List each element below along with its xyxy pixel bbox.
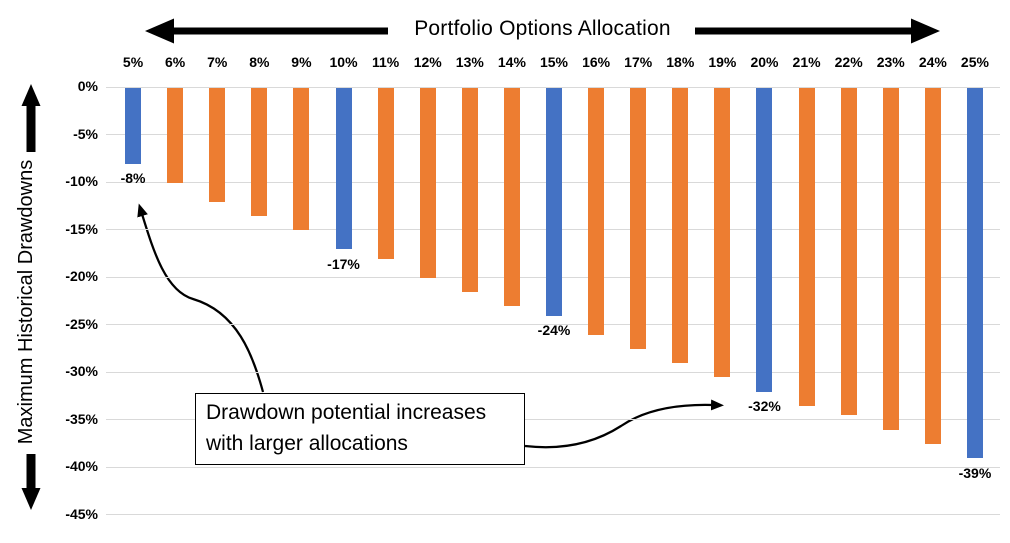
category-label-18pct: 18% — [666, 54, 695, 70]
annotation-arrow-to-32pct — [524, 399, 724, 449]
category-label-25pct: 25% — [960, 54, 989, 70]
bar-19pct — [714, 87, 731, 378]
annotation-box: Drawdown potential increases with larger… — [195, 393, 525, 465]
bar-25pct — [966, 87, 983, 458]
bar-7pct — [209, 87, 226, 202]
data-label-15pct: -24% — [537, 322, 571, 338]
gridline-minus-40pct — [106, 466, 1000, 468]
bar-12pct — [419, 87, 436, 278]
bar-18pct — [672, 87, 689, 363]
category-label-23pct: 23% — [876, 54, 905, 70]
bar-11pct — [377, 87, 394, 259]
data-label-20pct: -32% — [748, 398, 781, 414]
category-label-7pct: 7% — [207, 54, 228, 70]
category-label-13pct: 13% — [455, 54, 484, 70]
bar-17pct — [630, 87, 647, 349]
category-label-5pct: 5% — [122, 54, 144, 70]
category-label-20pct: 20% — [750, 54, 779, 70]
category-label-15pct: 15% — [539, 54, 569, 70]
title-arrow-right-icon — [695, 18, 940, 44]
title-arrow-left-icon — [145, 18, 388, 44]
category-label-10pct: 10% — [329, 54, 358, 70]
y-tick-label-minus-20pct: -20% — [65, 268, 98, 284]
data-label-25pct: -39% — [958, 464, 992, 481]
category-label-24pct: 24% — [918, 54, 947, 70]
bar-13pct — [461, 87, 478, 292]
y-tick-label-minus-40pct: -40% — [65, 458, 98, 474]
y-tick-label-0pct: 0% — [77, 78, 98, 94]
y-tick-label-minus-25pct: -25% — [65, 315, 98, 332]
gridline-minus-35pct — [106, 419, 1000, 420]
y-tick-label-minus-10pct: -10% — [65, 173, 98, 189]
annotation-line-1: Drawdown potential increases — [206, 401, 487, 424]
y-tick-label-minus-35pct: -35% — [65, 410, 98, 427]
annotation-arrow-to-8pct — [137, 203, 265, 393]
data-label-5pct: -8% — [120, 170, 146, 186]
bar-23pct — [882, 87, 899, 430]
category-label-22pct: 22% — [834, 54, 863, 70]
bar-10pct — [335, 87, 352, 249]
category-label-6pct: 6% — [165, 54, 186, 70]
bar-9pct — [293, 87, 310, 230]
bar-24pct — [924, 87, 941, 444]
bar-8pct — [251, 87, 268, 216]
category-label-11pct: 11% — [371, 54, 400, 70]
chart-title: Portfolio Options Allocation — [414, 17, 671, 40]
category-label-17pct: 17% — [624, 54, 653, 70]
bar-6pct — [167, 87, 184, 183]
y-tick-label-minus-30pct: -30% — [65, 363, 98, 379]
bar-22pct — [840, 87, 857, 416]
data-label-10pct: -17% — [327, 255, 360, 272]
gridline-minus-25pct — [106, 324, 1000, 325]
bar-5pct — [125, 87, 142, 164]
y-tick-label-minus-5pct: -5% — [73, 125, 98, 142]
bar-16pct — [588, 87, 605, 335]
category-label-8pct: 8% — [249, 54, 270, 70]
gridline-0pct — [106, 86, 1000, 88]
bar-20pct — [756, 87, 773, 392]
category-label-14pct: 14% — [497, 54, 526, 70]
category-label-9pct: 9% — [291, 54, 312, 70]
annotation-line-2: with larger allocations — [206, 432, 408, 455]
gridline-minus-45pct — [106, 514, 1000, 515]
gridline-minus-30pct — [106, 371, 1000, 373]
bar-14pct — [503, 87, 520, 306]
category-label-16pct: 16% — [582, 54, 611, 70]
bar-15pct — [546, 87, 562, 316]
category-label-12pct: 12% — [413, 54, 442, 70]
category-label-19pct: 19% — [708, 54, 737, 70]
y-tick-label-minus-45pct: -45% — [65, 505, 98, 522]
category-label-21pct: 21% — [792, 54, 821, 70]
bar-21pct — [798, 87, 815, 406]
y-tick-label-minus-15pct: -15% — [65, 220, 98, 237]
